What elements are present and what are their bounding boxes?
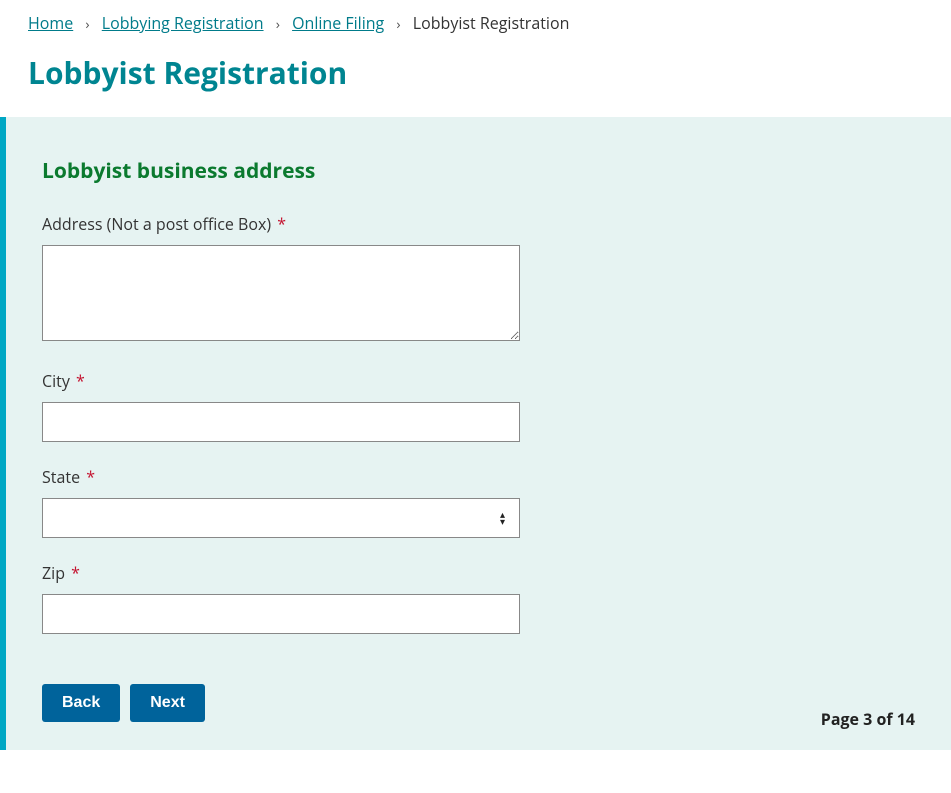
field-address: Address (Not a post office Box) *	[42, 213, 915, 346]
required-icon: *	[86, 466, 95, 488]
address-label-text: Address (Not a post office Box)	[42, 213, 271, 235]
breadcrumb-online-filing[interactable]: Online Filing	[292, 12, 384, 34]
state-select[interactable]: ▴▾	[42, 498, 520, 538]
chevron-right-icon: ›	[85, 15, 89, 34]
zip-label: Zip *	[42, 562, 915, 584]
page-indicator: Page 3 of 14	[821, 708, 915, 730]
state-label: State *	[42, 466, 915, 488]
form-panel: Lobbyist business address Address (Not a…	[0, 117, 951, 750]
address-input[interactable]	[42, 245, 520, 341]
breadcrumb-current: Lobbyist Registration	[413, 12, 570, 34]
field-state: State * ▴▾	[42, 466, 915, 538]
select-caret-icon: ▴▾	[500, 511, 505, 525]
city-label-text: City	[42, 370, 70, 392]
city-label: City *	[42, 370, 915, 392]
breadcrumb-home[interactable]: Home	[28, 12, 73, 34]
required-icon: *	[71, 562, 80, 584]
section-title: Lobbyist business address	[42, 157, 915, 185]
button-row: Back Next	[42, 684, 915, 722]
field-city: City *	[42, 370, 915, 442]
zip-label-text: Zip	[42, 562, 65, 584]
breadcrumb: Home › Lobbying Registration › Online Fi…	[28, 12, 923, 34]
next-button[interactable]: Next	[130, 684, 205, 722]
required-icon: *	[76, 370, 85, 392]
chevron-right-icon: ›	[396, 15, 400, 34]
address-label: Address (Not a post office Box) *	[42, 213, 915, 235]
field-zip: Zip *	[42, 562, 915, 634]
city-input[interactable]	[42, 402, 520, 442]
zip-input[interactable]	[42, 594, 520, 634]
page-title: Lobbyist Registration	[28, 52, 923, 93]
required-icon: *	[277, 213, 286, 235]
state-label-text: State	[42, 466, 80, 488]
back-button[interactable]: Back	[42, 684, 120, 722]
chevron-right-icon: ›	[276, 15, 280, 34]
breadcrumb-lobbying-registration[interactable]: Lobbying Registration	[102, 12, 264, 34]
